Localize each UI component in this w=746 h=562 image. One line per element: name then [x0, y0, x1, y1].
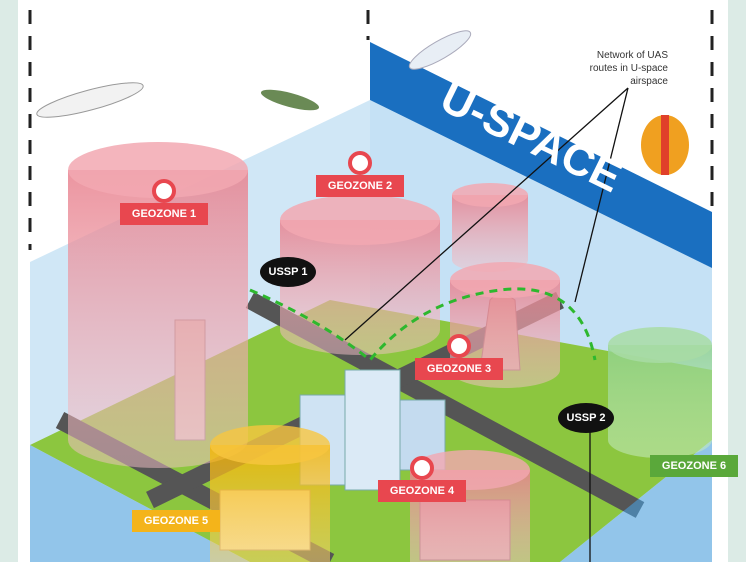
geozone-label: GEOZONE 6 [662, 460, 726, 472]
illustration: U-SPACE Network of UAS routes in U-space… [0, 0, 746, 562]
annotation-line: airspace [630, 76, 668, 87]
geozone-label: GEOZONE 1 [132, 208, 196, 220]
annotation-line: routes in U-space [590, 63, 669, 74]
geozone-label: GEOZONE 5 [144, 515, 208, 527]
no-entry-icon [449, 336, 469, 356]
page: U-SPACE Network of UAS routes in U-space… [0, 0, 746, 562]
geozone-label: GEOZONE 2 [328, 180, 392, 192]
no-entry-icon [412, 458, 432, 478]
geozone-label: GEOZONE 4 [390, 485, 455, 497]
ussp-label: USSP 1 [269, 266, 308, 278]
annotation-line: Network of UAS [597, 50, 668, 61]
geozone-label: GEOZONE 3 [427, 363, 491, 375]
no-entry-icon [350, 153, 370, 173]
ussp-label: USSP 2 [567, 412, 606, 424]
no-entry-icon [154, 181, 174, 201]
